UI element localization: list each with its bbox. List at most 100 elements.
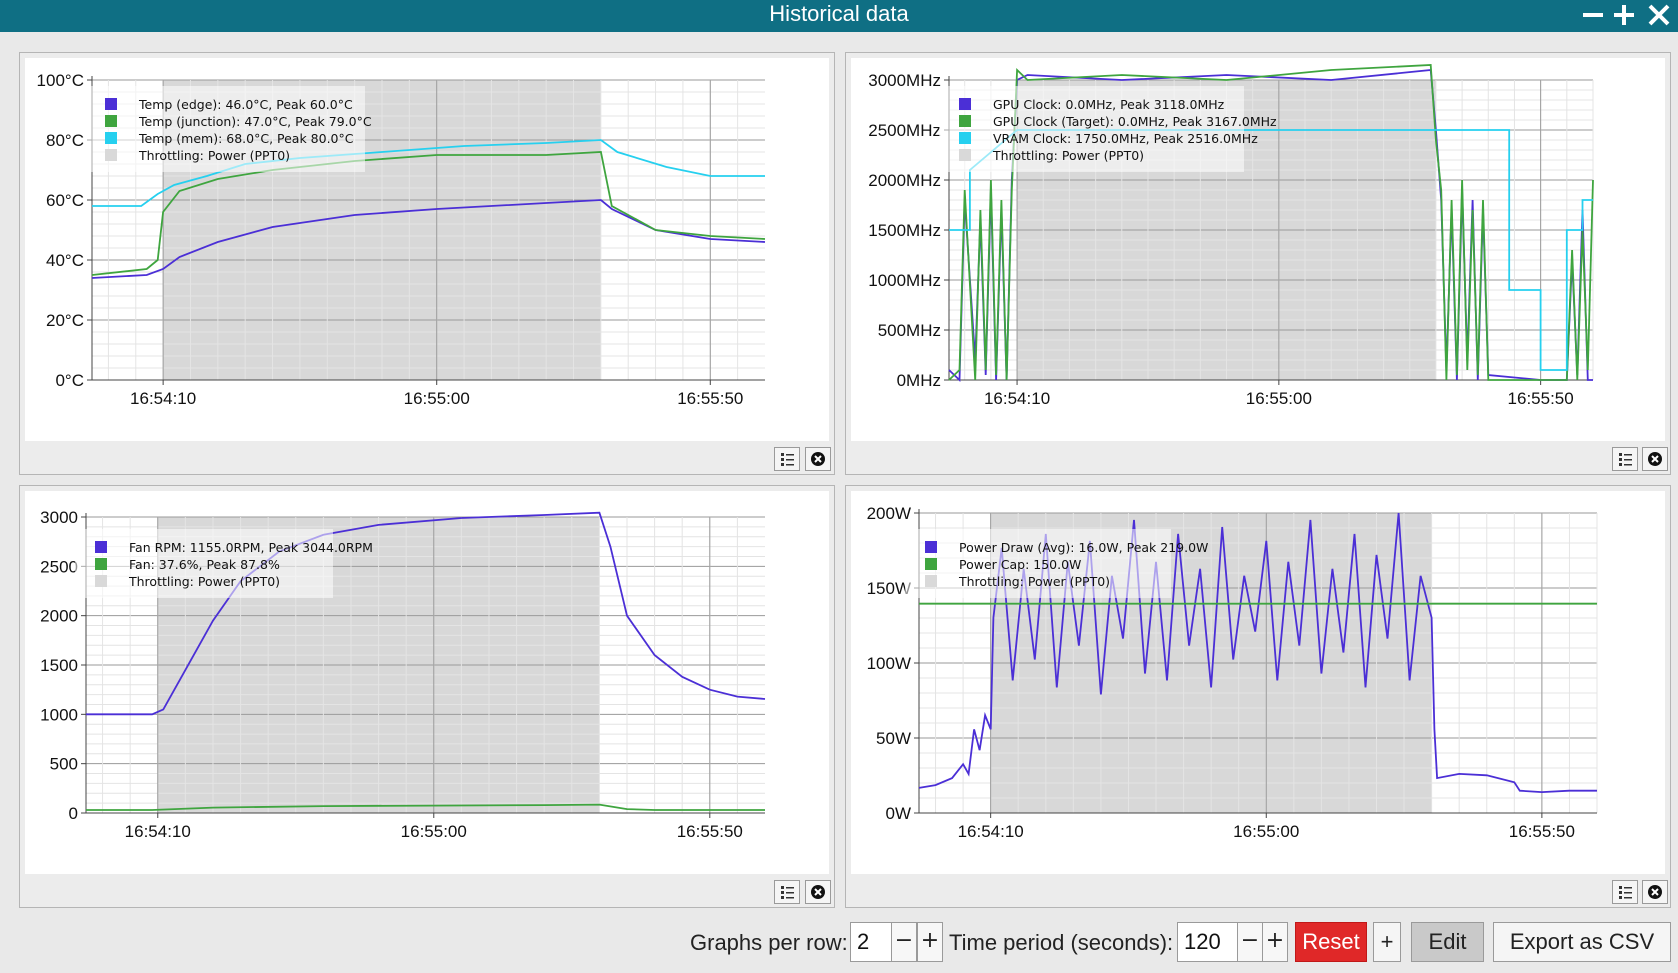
y-tick-label: 200W (867, 504, 911, 523)
legend-swatch (105, 115, 117, 127)
legend-swatch (959, 149, 971, 161)
remove-graph-button[interactable] (805, 880, 831, 904)
x-tick-label: 16:55:00 (401, 822, 467, 841)
close-circle-icon (1648, 452, 1662, 466)
series-line (92, 139, 765, 207)
remove-graph-button[interactable] (1642, 447, 1668, 471)
x-tick-label: 16:54:10 (958, 822, 1024, 841)
legend-label: Fan: 37.6%, Peak 87.8% (129, 557, 280, 572)
legend-swatch (959, 132, 971, 144)
remove-graph-button[interactable] (805, 447, 831, 471)
legend-toggle-button[interactable] (1612, 447, 1638, 471)
list-icon (1619, 453, 1632, 466)
x-tick-label: 16:55:50 (1509, 822, 1575, 841)
x-tick-label: 16:55:50 (1508, 389, 1574, 408)
y-tick-label: 100W (867, 654, 911, 673)
graphs-per-row-increment-button[interactable]: + (917, 922, 943, 962)
time-period-decrement-button[interactable]: − (1237, 922, 1263, 962)
time-period-label: Time period (seconds): (949, 930, 1174, 955)
legend-label: Temp (junction): 47.0°C, Peak 79.0°C (138, 114, 372, 129)
graphs-per-row-decrement-button[interactable]: − (891, 922, 917, 962)
x-tick-label: 16:55:00 (404, 389, 470, 408)
remove-graph-button[interactable] (1642, 880, 1668, 904)
legend-swatch (105, 132, 117, 144)
time-period-increment-button[interactable]: + (1262, 922, 1288, 962)
legend-box (905, 529, 1171, 598)
legend-swatch (95, 575, 107, 587)
legend-swatch (959, 115, 971, 127)
y-tick-label: 1000 (40, 705, 78, 724)
y-tick-label: 40°C (46, 251, 84, 270)
legend-toggle-button[interactable] (1612, 880, 1638, 904)
plot-area: 0 500 1000 1500 2000 2500 3000 16:54:10 16:55:00… (25, 491, 829, 874)
power-chart: 0W 50W 100W 150W 200W 16:54:10 16:55:00 16:55:5… (867, 504, 1598, 841)
x-tick-label: 16:55:00 (1233, 822, 1299, 841)
reset-button[interactable]: Reset (1295, 922, 1367, 962)
y-tick-label: 0W (886, 804, 912, 823)
legend-label: Temp (mem): 68.0°C, Peak 80.0°C (138, 131, 354, 146)
legend-box (939, 86, 1244, 172)
legend-swatch (105, 98, 117, 110)
list-icon (781, 453, 794, 466)
y-tick-label: 2500MHz (868, 121, 941, 140)
x-tick-label: 16:54:10 (130, 389, 196, 408)
series-line (86, 803, 765, 811)
y-tick-label: 3000 (40, 508, 78, 527)
y-tick-label: 2000MHz (868, 171, 941, 190)
graph-panel-power: 0W 50W 100W 150W 200W 16:54:10 16:55:00 16:55:5… (845, 485, 1671, 908)
minimize-icon[interactable] (1581, 3, 1605, 27)
y-tick-label: 1500 (40, 656, 78, 675)
y-tick-label: 50W (876, 729, 911, 748)
legend-label: GPU Clock: 0.0MHz, Peak 3118.0MHz (993, 97, 1225, 112)
legend-swatch (925, 541, 937, 553)
fan-chart: 0 500 1000 1500 2000 2500 3000 16:54:10 16:55:00… (40, 508, 766, 841)
legend-label: Throttling: Power (PPT0) (128, 574, 280, 589)
legend-label: Power Cap: 150.0W (959, 557, 1081, 572)
y-tick-label: 150W (867, 579, 911, 598)
close-icon[interactable] (1647, 3, 1671, 27)
legend-swatch (105, 149, 117, 161)
y-tick-label: 500MHz (878, 321, 941, 340)
legend-box (85, 86, 365, 172)
legend-toggle-button[interactable] (774, 880, 800, 904)
y-tick-label: 500 (50, 755, 78, 774)
legend-label: VRAM Clock: 1750.0MHz, Peak 2516.0MHz (993, 131, 1258, 146)
y-tick-label: 1000MHz (868, 271, 941, 290)
clock-chart: 0MHz 500MHz 1000MHz 1500MHz 2000MHz 2500MHz 30… (868, 64, 1594, 408)
close-circle-icon (1648, 885, 1662, 899)
legend-label: Throttling: Power (PPT0) (958, 574, 1110, 589)
y-tick-label: 0MHz (897, 371, 941, 390)
legend-swatch (925, 558, 937, 570)
legend-label: Throttling: Power (PPT0) (992, 148, 1144, 163)
temperature-chart: 0°C 20°C 40°C 60°C 80°C 100°C 16:54:10 16:55:00… (37, 71, 766, 408)
add-graph-button[interactable]: + (1373, 922, 1401, 962)
graphs-per-row-input[interactable]: 2 (850, 922, 892, 962)
legend-swatch (959, 98, 971, 110)
y-tick-label: 60°C (46, 191, 84, 210)
legend-swatch (925, 575, 937, 587)
y-tick-label: 1500MHz (868, 221, 941, 240)
y-tick-label: 0°C (55, 371, 84, 390)
time-period-input[interactable]: 120 (1177, 922, 1239, 962)
x-tick-label: 16:55:00 (1246, 389, 1312, 408)
graph-panel-fan: 0 500 1000 1500 2000 2500 3000 16:54:10 16:55:00… (19, 485, 835, 908)
legend-swatch (95, 558, 107, 570)
legend-toggle-button[interactable] (774, 447, 800, 471)
series-line (948, 64, 1594, 381)
y-tick-label: 3000MHz (868, 71, 941, 90)
edit-button[interactable]: Edit (1411, 922, 1484, 962)
window-titlebar: Historical data (0, 0, 1678, 32)
y-tick-label: 20°C (46, 311, 84, 330)
legend-label: Power Draw (Avg): 16.0W, Peak 219.0W (959, 540, 1208, 555)
maximize-icon[interactable] (1612, 3, 1636, 27)
plot-area: 0MHz 500MHz 1000MHz 1500MHz 2000MHz 2500MHz 30… (851, 58, 1665, 441)
x-tick-label: 16:54:10 (125, 822, 191, 841)
legend-label: Throttling: Power (PPT0) (138, 148, 290, 163)
export-csv-button[interactable]: Export as CSV (1493, 922, 1671, 962)
y-tick-label: 2500 (40, 557, 78, 576)
series-line (86, 511, 766, 716)
legend-label: Fan RPM: 1155.0RPM, Peak 3044.0RPM (129, 540, 373, 555)
plot-area: 0W 50W 100W 150W 200W 16:54:10 16:55:00 16:55:5… (851, 491, 1665, 874)
close-circle-icon (811, 885, 825, 899)
legend-box (75, 529, 333, 598)
